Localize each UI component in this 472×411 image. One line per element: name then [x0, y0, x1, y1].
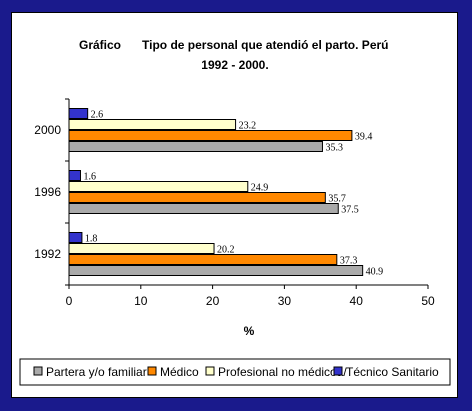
data-label-1996-2: 35.7 [328, 194, 346, 205]
bar-1996-0 [68, 170, 81, 181]
bar-1996-3 [68, 203, 339, 214]
y-tick-label-1996: 1996 [34, 185, 61, 199]
chart-title-line2: 1992 - 2000. [201, 58, 268, 72]
x-tick-label-40: 40 [350, 294, 364, 308]
chart-title-prefix: Gráfico [79, 38, 121, 52]
legend-swatch-2 [205, 366, 215, 376]
legend-label-0: Partera y/o familiar [46, 365, 147, 379]
bar-2000-0 [68, 108, 89, 119]
legend-swatch-1 [147, 366, 157, 376]
bar-2000-2 [68, 130, 353, 141]
data-label-1992-0: 1.8 [85, 234, 98, 245]
data-label-1996-3: 37.5 [341, 205, 359, 216]
y-tick-label-1992: 1992 [34, 247, 61, 261]
bar-1992-2 [68, 254, 338, 265]
plot-area: 2000 1996 1992 0 10 20 30 40 50 2.6 23.2 39.4 35.3 1.… [34, 98, 435, 308]
x-tick-label-50: 50 [421, 294, 435, 308]
y-tick-label-2000: 2000 [34, 123, 61, 137]
bar-2000-1 [68, 119, 237, 130]
legend-label-2: Profesional no médicoa/ [218, 365, 347, 379]
bar-2000-3 [68, 141, 323, 152]
data-label-2000-2: 39.4 [355, 132, 373, 143]
legend-label-3: Técnico Sanitario [346, 365, 439, 379]
data-label-1992-3: 40.9 [366, 267, 384, 278]
legend-label-1: Médico [160, 365, 199, 379]
legend-swatch-3 [333, 366, 343, 376]
data-label-2000-1: 23.2 [239, 121, 256, 132]
x-axis-title: % [244, 324, 255, 338]
data-label-2000-3: 35.3 [325, 143, 343, 154]
data-label-1992-1: 20.2 [217, 245, 235, 256]
bar-1996-1 [68, 181, 249, 192]
data-label-1996-1: 24.9 [251, 183, 268, 194]
bar-1996-2 [68, 192, 326, 203]
x-tick-label-10: 10 [134, 294, 148, 308]
legend: Partera y/o familiar Médico Profesional no… [33, 365, 439, 379]
bar-1992-1 [68, 243, 215, 254]
x-tick-label-20: 20 [206, 294, 220, 308]
data-label-1996-0: 1.6 [83, 172, 96, 183]
chart-title-line1: Tipo de personal que atendió el parto. P… [142, 38, 389, 52]
legend-box [19, 358, 451, 386]
bar-chart: Gráfico Tipo de personal que atendió el … [19, 38, 451, 386]
chart-panel: Gráfico Tipo de personal que atendió el … [11, 12, 458, 398]
legend-swatch-0 [33, 366, 43, 376]
bar-1992-3 [68, 265, 364, 276]
x-tick-label-30: 30 [278, 294, 292, 308]
data-label-1992-2: 37.3 [340, 256, 358, 267]
data-label-2000-0: 2.6 [91, 110, 104, 121]
x-tick-label-0: 0 [66, 294, 73, 308]
bar-1992-0 [68, 232, 83, 243]
